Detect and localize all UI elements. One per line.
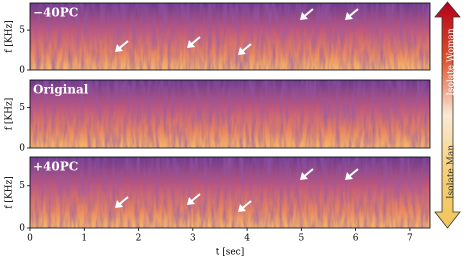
x-tick-label: 5	[299, 234, 305, 244]
panel-label: Original	[33, 83, 89, 97]
panel: Original f [KHz] 0 5	[5, 79, 431, 154]
arrow-head	[345, 12, 353, 20]
arrow-shaft	[348, 168, 359, 178]
arrow-shaft	[118, 196, 129, 206]
arrow-shaft	[348, 8, 359, 18]
spectrogram-texture	[30, 157, 430, 228]
colorbar-bottom-label: Isolate Man	[447, 145, 457, 199]
spectrogram-texture	[30, 3, 430, 70]
colorbar: Isolate Woman Isolate Man	[434, 1, 461, 229]
panel: −40PC f [KHz] 0 5	[5, 2, 431, 76]
y-tick-label: 5	[19, 103, 25, 113]
arrow-head	[115, 44, 123, 52]
arrow-head	[238, 47, 246, 55]
arrow-shaft	[190, 36, 201, 46]
arrow-shaft	[241, 43, 252, 53]
y-tick-label: 0	[19, 224, 25, 234]
y-axis-label: f [KHz]	[5, 176, 15, 209]
y-tick-label: 0	[19, 144, 25, 154]
x-axis-label: t [sec]	[216, 248, 245, 258]
panel-frame	[29, 156, 431, 229]
y-axis-label: f [KHz]	[5, 20, 15, 53]
arrow-head	[187, 197, 195, 205]
colorbar-arrow	[434, 1, 461, 229]
arrow-shaft	[241, 200, 252, 210]
colorbar-top-label: Isolate Woman	[447, 28, 457, 96]
x-tick-label: 4	[244, 234, 250, 244]
panel-label: +40PC	[33, 160, 78, 174]
x-tick-label: 0	[27, 234, 33, 244]
x-tick-label: 6	[353, 234, 359, 244]
x-tick-label: 1	[81, 234, 87, 244]
x-tick-label: 2	[136, 234, 142, 244]
y-tick-label: 5	[19, 181, 25, 191]
arrow-shaft	[303, 8, 314, 18]
panel-frame	[29, 2, 431, 71]
y-tick-label: 5	[19, 26, 25, 36]
arrow-head	[345, 172, 353, 180]
panel-frame	[29, 79, 431, 149]
arrow-shaft	[190, 193, 201, 203]
arrow-head	[187, 40, 195, 48]
panel-label: −40PC	[33, 6, 78, 20]
y-tick-label: 0	[19, 66, 25, 76]
arrow-head	[115, 200, 123, 208]
y-axis-label: f [KHz]	[5, 98, 15, 131]
x-tick-label: 7	[407, 234, 413, 244]
arrow-head	[238, 204, 246, 212]
arrow-head	[300, 12, 308, 20]
arrow-shaft	[118, 40, 129, 50]
arrow-shaft	[303, 168, 314, 178]
spectrogram-texture	[30, 80, 430, 148]
x-tick-label: 3	[190, 234, 196, 244]
arrow-head	[300, 172, 308, 180]
panel: +40PC f [KHz] 0 5 0 1 2 3 4 5 6 7 t [sec]	[5, 156, 431, 258]
